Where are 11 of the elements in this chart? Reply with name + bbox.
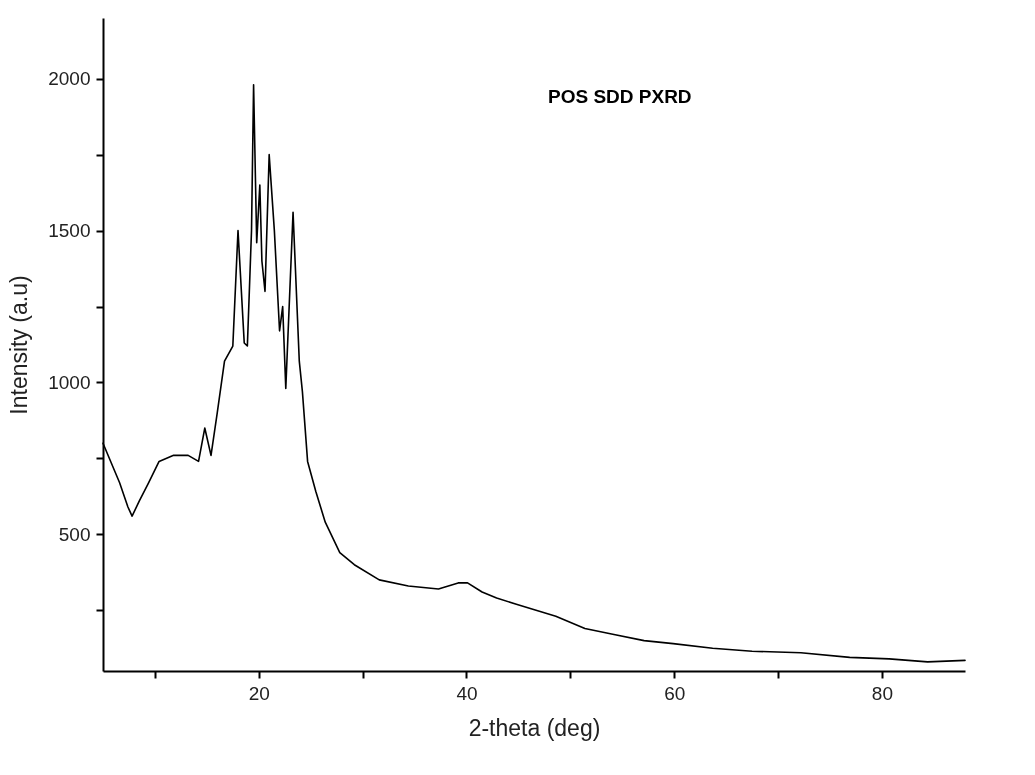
y-tick-label: 1500 (48, 220, 91, 242)
y-axis-title: Intensity (a.u) (6, 275, 33, 415)
y-tick-label: 500 (58, 523, 91, 545)
x-tick-label: 20 (248, 682, 270, 704)
annotation: POS SDD PXRD (548, 86, 692, 107)
y-tick-label: 1000 (48, 371, 91, 393)
x-tick-label: 60 (664, 682, 686, 704)
x-tick-label: 40 (456, 682, 478, 704)
x-tick-label: 80 (871, 682, 893, 704)
y-tick-label: 2000 (48, 68, 91, 90)
x-axis-title: 2-theta (deg) (468, 714, 601, 741)
